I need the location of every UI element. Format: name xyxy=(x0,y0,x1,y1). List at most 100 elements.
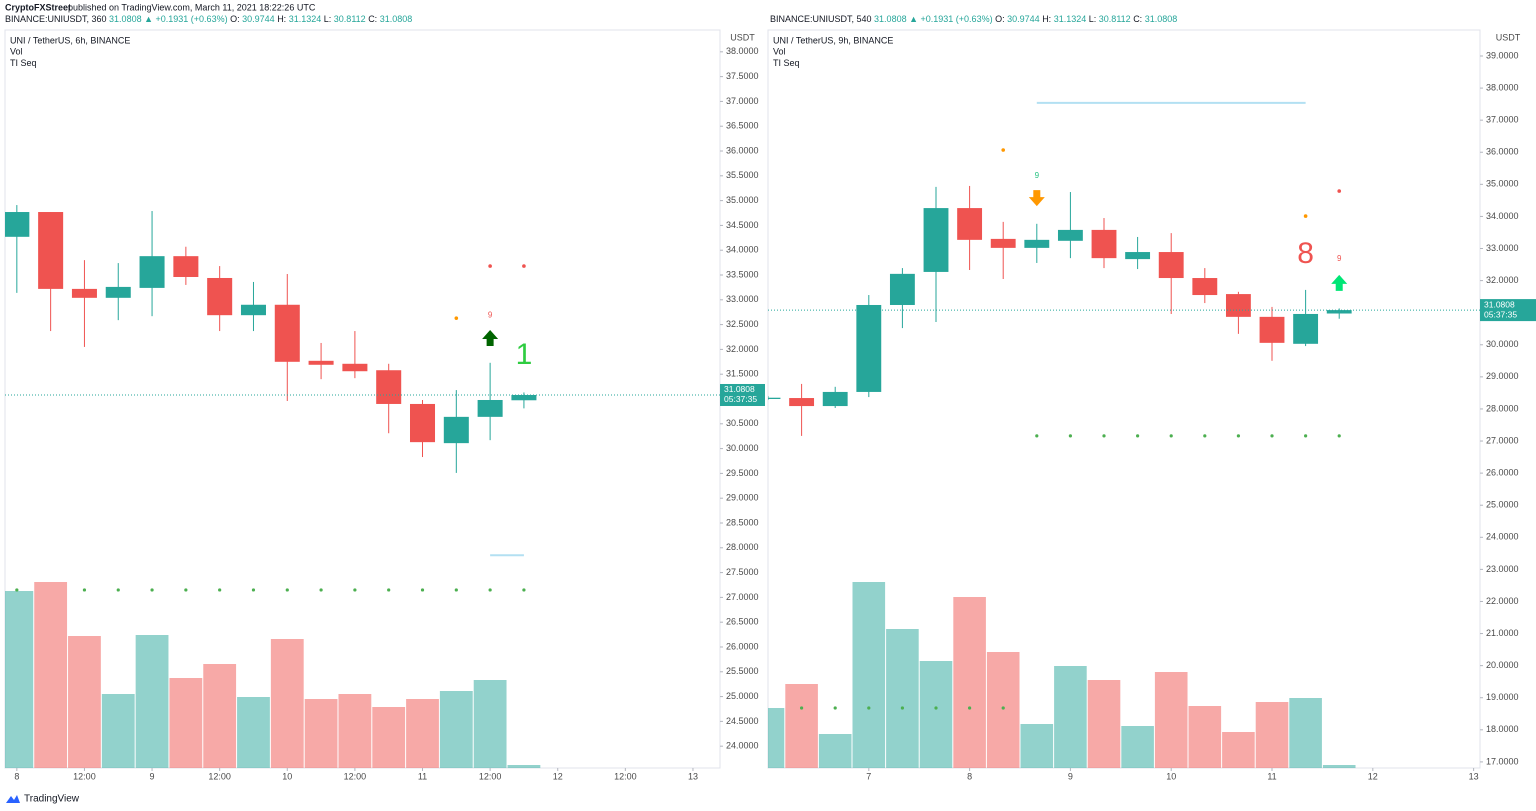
candle-body xyxy=(1024,239,1050,248)
ohlc-key: L: xyxy=(1089,14,1097,24)
volume-bar xyxy=(439,691,473,768)
candle-body xyxy=(957,208,983,240)
plot: 91 xyxy=(5,205,720,768)
x-tick-label: 10 xyxy=(1166,771,1176,781)
x-tick-label: 11 xyxy=(418,771,427,781)
support-dot xyxy=(1068,434,1073,438)
y-tick-label: 32.5000 xyxy=(726,319,759,329)
support-dot xyxy=(82,588,87,592)
footer-logo xyxy=(6,795,20,803)
ohlc-value: 30.9744 xyxy=(1007,14,1040,24)
x-tick-label: 12:00 xyxy=(344,771,367,781)
setup-count: 9 xyxy=(488,310,493,319)
support-dot xyxy=(319,588,323,592)
volume-bar xyxy=(919,661,953,768)
volume-bar xyxy=(270,639,304,768)
signal-arrow xyxy=(1331,274,1348,291)
ohlc-key: C: xyxy=(368,14,377,24)
x-tick-label: 12:00 xyxy=(208,771,231,781)
ohlc-key: L: xyxy=(324,14,332,24)
y-tick-label: 35.0000 xyxy=(1486,179,1519,189)
volume-bar xyxy=(953,597,986,768)
volume-bar xyxy=(1054,666,1087,768)
setup-count: 9 xyxy=(1035,171,1040,180)
candle-body xyxy=(308,360,334,365)
volume-bar xyxy=(1087,680,1121,768)
y-tick-label: 35.0000 xyxy=(726,195,759,205)
support-dot xyxy=(1337,434,1341,438)
y-tick-label: 33.0000 xyxy=(1486,243,1519,253)
y-tick-label: 28.5000 xyxy=(726,517,759,527)
countdown: 05:37:35 xyxy=(724,394,757,404)
candle-body xyxy=(1192,278,1218,296)
setup-count-large: 1 xyxy=(516,338,533,371)
candle-body xyxy=(923,208,949,272)
support-dot xyxy=(251,588,256,592)
volume-bar xyxy=(473,680,507,768)
y-tick-label: 34.0000 xyxy=(1486,211,1519,221)
symbol: BINANCE:UNIUSDT, 360 xyxy=(5,14,107,24)
candle-body xyxy=(789,398,815,407)
volume-bar xyxy=(1222,732,1255,768)
ohlc-value: 30.8112 xyxy=(334,14,366,24)
y-tick-label: 27.5000 xyxy=(726,567,759,577)
y-tick-label: 22.0000 xyxy=(1486,596,1519,606)
support-dot xyxy=(867,706,871,710)
support-dot xyxy=(150,588,154,592)
y-tick-label: 26.0000 xyxy=(1486,467,1519,477)
y-tick-label: 29.0000 xyxy=(726,493,759,503)
footer: TradingView xyxy=(24,794,80,805)
y-tick-label: 24.0000 xyxy=(726,741,759,751)
x-tick-label: 11 xyxy=(1267,771,1276,781)
support-dot xyxy=(1203,434,1207,438)
support-dot xyxy=(1102,434,1106,438)
ohlc-value: 31.0808 xyxy=(1145,14,1178,24)
support-dot xyxy=(116,588,120,592)
support-dot xyxy=(833,706,837,710)
candle-body xyxy=(1225,294,1251,317)
y-tick-label: 28.0000 xyxy=(1486,403,1519,413)
volume-bar xyxy=(406,699,439,768)
published: published on TradingView.com, March 11, … xyxy=(68,2,316,12)
y-tick-label: 38.0000 xyxy=(1486,82,1519,92)
signal-dot xyxy=(454,316,459,320)
y-tick-label: 25.5000 xyxy=(726,666,759,676)
support-dot xyxy=(1270,434,1274,438)
candle-body xyxy=(240,304,266,316)
y-tick-label: 30.0000 xyxy=(726,443,759,453)
support-dot xyxy=(1001,706,1005,710)
x-tick-label: 8 xyxy=(967,771,972,781)
volume-bar xyxy=(101,694,135,768)
signal-dot xyxy=(1001,148,1006,152)
symbol-header: BINANCE:UNIUSDT, 360 31.0808 ▲ +0.1931 (… xyxy=(5,14,412,24)
volume-bar xyxy=(1020,724,1054,768)
candle-body xyxy=(1158,252,1184,279)
signal-arrow xyxy=(1028,190,1045,207)
y-tick-label: 33.0000 xyxy=(726,294,759,304)
y-tick-label: 27.0000 xyxy=(1486,435,1519,445)
x-tick-label: 13 xyxy=(688,771,698,781)
candle-body xyxy=(71,288,97,298)
support-dot xyxy=(800,706,804,710)
candle-body xyxy=(1326,310,1352,314)
ohlc-value: 31.1324 xyxy=(1054,14,1087,24)
volume-bar xyxy=(1121,726,1154,768)
candle-body xyxy=(342,363,368,372)
symbol: BINANCE:UNIUSDT, 540 xyxy=(770,14,872,24)
quote: 31.0808 xyxy=(109,14,142,24)
y-tick-label: 38.0000 xyxy=(726,46,759,56)
setup-count: 9 xyxy=(1337,254,1342,263)
currency: USDT xyxy=(730,32,755,42)
y-tick-label: 29.5000 xyxy=(726,468,759,478)
y-tick-label: 20.0000 xyxy=(1486,660,1519,670)
x-tick-label: 9 xyxy=(150,771,155,781)
legend-item: Vol xyxy=(10,46,23,56)
volume-bar xyxy=(5,591,34,768)
support-dot xyxy=(968,706,972,710)
countdown: 05:37:35 xyxy=(1484,309,1517,319)
x-tick-label: 10 xyxy=(282,771,292,781)
volume-bar xyxy=(237,697,270,768)
symbol-header: BINANCE:UNIUSDT, 540 31.0808 ▲ +0.1931 (… xyxy=(770,14,1177,24)
volume-bar xyxy=(507,765,541,768)
support-dot xyxy=(934,706,938,710)
